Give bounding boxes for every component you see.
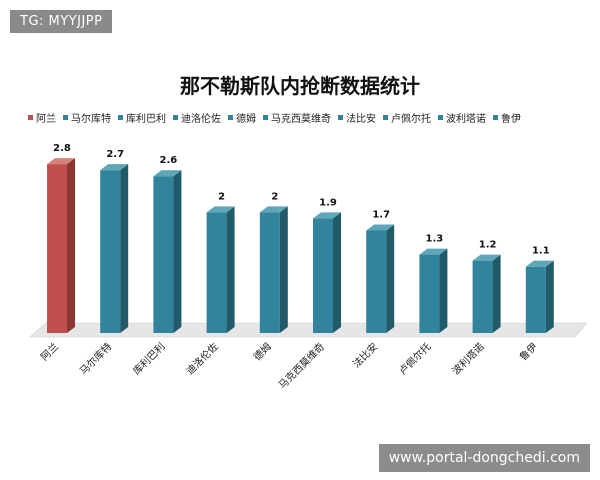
bar-top (525, 260, 554, 267)
legend-swatch (263, 115, 268, 120)
data-label: 1.1 (532, 246, 550, 257)
bar-side (492, 254, 501, 333)
bar (47, 164, 67, 333)
bar-top (472, 254, 501, 261)
legend-item: 德姆 (228, 110, 256, 125)
bar-top (47, 158, 75, 165)
x-tick-label: 库利巴利 (130, 340, 167, 377)
x-tick-label: 波利塔诺 (449, 340, 486, 377)
legend-swatch (173, 115, 178, 120)
bar-side (545, 260, 554, 333)
legend-swatch (493, 115, 498, 120)
x-tick-label: 阿兰 (38, 340, 61, 363)
bar (153, 176, 174, 333)
legend-label: 鲁伊 (501, 114, 521, 125)
legend-swatch (383, 115, 388, 120)
legend-label: 迪洛伦佐 (181, 114, 221, 125)
bar (525, 266, 546, 333)
x-tick-label: 马克西莫维奇 (276, 340, 328, 392)
bar-top (153, 170, 182, 177)
legend-label: 阿兰 (36, 114, 56, 125)
data-label: 1.2 (479, 240, 497, 251)
x-tick-label: 卢佩尔托 (396, 340, 433, 377)
x-tick-label: 马尔库特 (77, 340, 114, 377)
legend-item: 马尔库特 (63, 110, 111, 125)
legend-item: 迪洛伦佐 (173, 110, 221, 125)
x-tick-label: 鲁伊 (517, 340, 540, 363)
legend-item: 库利巴利 (118, 110, 166, 125)
bar (100, 170, 121, 333)
data-label: 2.6 (160, 155, 178, 166)
bar (366, 230, 387, 333)
legend-swatch (63, 115, 68, 120)
legend-swatch (438, 115, 443, 120)
bar-side (333, 212, 341, 333)
data-label: 1.3 (426, 234, 444, 245)
legend-label: 波利塔诺 (446, 114, 486, 125)
data-label: 2.8 (53, 143, 71, 154)
bar-top (259, 206, 288, 213)
bar-side (279, 206, 288, 333)
bar-top (419, 248, 448, 255)
bar-side (120, 164, 129, 333)
legend-label: 马尔库特 (71, 114, 111, 125)
bar-side (386, 224, 395, 333)
legend-swatch (228, 115, 233, 120)
legend-item: 波利塔诺 (438, 110, 486, 125)
x-tick-label: 迪洛伦佐 (183, 340, 220, 377)
bar-top (313, 212, 341, 219)
bar (472, 260, 493, 333)
bar (419, 254, 440, 333)
legend-item: 鲁伊 (493, 110, 521, 125)
legend-label: 卢佩尔托 (391, 114, 431, 125)
chart-legend: 阿兰 马尔库特 库利巴利 迪洛伦佐 德姆 马克西莫维奇 法比安 卢佩尔托 波利塔诺 鲁伊 (28, 110, 588, 125)
legend-label: 法比安 (346, 114, 376, 125)
bar-side (439, 248, 448, 333)
legend-label: 德姆 (236, 114, 256, 125)
legend-swatch (118, 115, 123, 120)
legend-item: 法比安 (338, 110, 376, 125)
bar-side (173, 170, 182, 333)
data-label: 1.9 (319, 197, 337, 208)
bar (313, 218, 333, 333)
legend-swatch (28, 115, 33, 120)
chart-title: 那不勒斯队内抢断数据统计 (180, 74, 420, 98)
legend-swatch (338, 115, 343, 120)
bar (259, 212, 280, 333)
source-tag: TG: MYYJJPP (10, 10, 113, 33)
bar-top (206, 206, 235, 213)
legend-label: 马克西莫维奇 (271, 114, 331, 125)
x-tick-label: 德姆 (251, 340, 274, 363)
data-label: 2.7 (106, 149, 124, 160)
legend-label: 库利巴利 (126, 114, 166, 125)
bar (206, 212, 227, 333)
legend-item: 阿兰 (28, 110, 56, 125)
bar-side (67, 158, 75, 333)
bar-top (100, 164, 129, 171)
x-tick-label: 法比安 (350, 340, 380, 370)
data-label: 2 (218, 191, 225, 202)
bar-side (226, 206, 235, 333)
legend-item: 卢佩尔托 (383, 110, 431, 125)
site-watermark: www.portal-dongchedi.com (378, 444, 590, 472)
data-label: 2 (271, 191, 278, 202)
legend-item: 马克西莫维奇 (263, 110, 331, 125)
data-label: 1.7 (372, 209, 390, 220)
bar-top (366, 224, 395, 231)
